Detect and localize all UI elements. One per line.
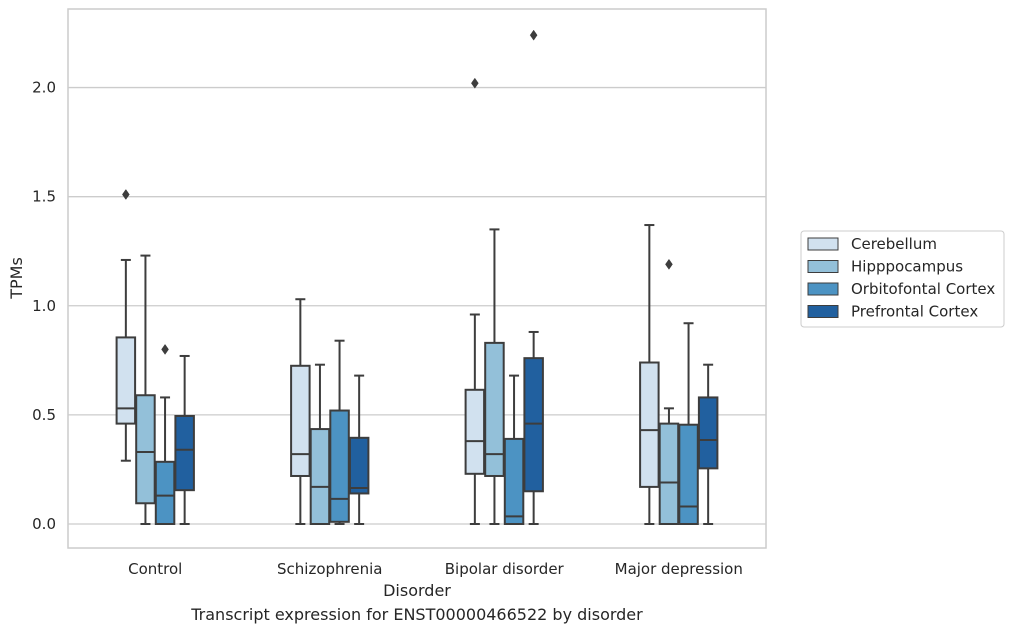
- box-prefrontal-cortex-3: [697, 363, 719, 525]
- box-body: [464, 388, 486, 475]
- y-tick-label: 1.5: [32, 188, 56, 206]
- box-prefrontal-cortex-1: [348, 374, 370, 525]
- legend-label: Cerebellum: [851, 235, 937, 253]
- box-body: [658, 422, 680, 525]
- box-body: [154, 460, 176, 525]
- legend-swatch: [807, 305, 839, 318]
- box-hipppocampus-0: [135, 254, 156, 525]
- legend-frame: [800, 230, 1005, 328]
- box-body: [290, 364, 311, 477]
- box-orbitofontal-cortex-2: [503, 374, 525, 525]
- box-body: [523, 357, 544, 493]
- x-tick-label: Major depression: [615, 560, 743, 578]
- y-tick-label: 0.5: [32, 406, 56, 424]
- box-orbitofontal-cortex-1: [329, 339, 350, 525]
- box-body: [348, 436, 370, 495]
- box-cerebellum-3: [639, 224, 660, 525]
- y-axis-label: TPMs: [7, 257, 26, 300]
- x-axis-ticks: Control Schizophrenia Bipolar disorder Majo…: [128, 560, 743, 578]
- x-tick-label: Schizophrenia: [277, 560, 382, 578]
- box-hipppocampus-2: [484, 228, 505, 525]
- legend-swatch: [807, 237, 839, 251]
- outlier-point: [122, 189, 130, 200]
- outlier-point: [471, 77, 479, 89]
- box-prefrontal-cortex-0: [174, 354, 195, 525]
- box-cerebellum-2: [464, 77, 486, 525]
- box-orbitofontal-cortex-3: [678, 322, 699, 525]
- y-tick-label: 1.0: [32, 297, 56, 315]
- box-body: [484, 341, 505, 477]
- box-body: [135, 394, 156, 505]
- box-cerebellum-1: [290, 298, 311, 525]
- box-prefrontal-cortex-2: [523, 29, 544, 525]
- outlier-point: [665, 258, 673, 270]
- box-body: [329, 409, 350, 523]
- box-hipppocampus-3: [658, 258, 680, 525]
- outlier-point: [529, 29, 538, 41]
- box-body: [503, 437, 525, 525]
- legend-label: Prefrontal Cortex: [851, 303, 978, 321]
- x-axis-label: Disorder: [383, 581, 451, 600]
- box-body: [115, 336, 137, 425]
- outlier-point: [161, 343, 169, 355]
- figure-caption: Transcript expression for ENST0000046652…: [191, 605, 643, 624]
- box-hipppocampus-1: [309, 363, 331, 525]
- box-body: [309, 428, 331, 525]
- y-tick-label: 0.0: [32, 515, 56, 533]
- y-tick-label: 2.0: [32, 79, 56, 97]
- legend-swatch: [807, 282, 839, 296]
- box-body: [678, 423, 699, 525]
- box-body: [174, 414, 195, 492]
- boxes-layer: [115, 29, 719, 525]
- legend-swatch: [807, 260, 839, 273]
- legend: Cerebellum Hipppocampus Orbitofontal Corte…: [800, 230, 1005, 328]
- x-tick-label: Control: [128, 560, 182, 578]
- plot-frame: [67, 8, 767, 549]
- box-cerebellum-0: [115, 189, 137, 462]
- legend-label: Orbitofontal Cortex: [851, 280, 995, 298]
- legend-label: Hipppocampus: [851, 258, 963, 276]
- x-tick-label: Bipolar disorder: [445, 560, 565, 578]
- y-axis-ticks: 0.0 0.5 1.0 1.5 2.0: [32, 79, 56, 533]
- box-body: [639, 361, 660, 488]
- box-orbitofontal-cortex-0: [154, 343, 176, 525]
- box-body: [697, 396, 719, 470]
